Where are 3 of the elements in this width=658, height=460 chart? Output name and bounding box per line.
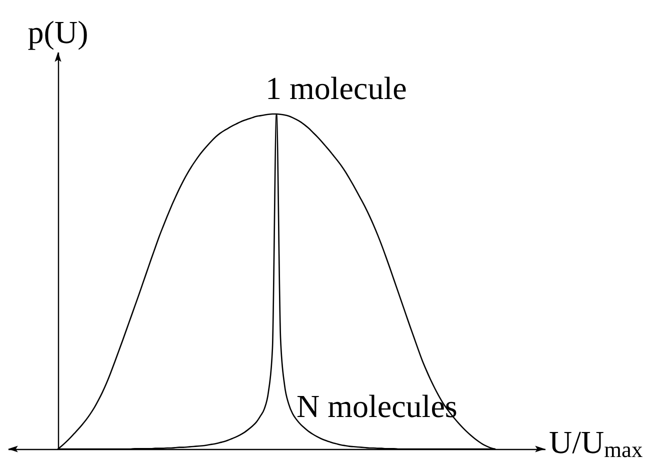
- x-axis-title: U/U$_{max}$: [549, 424, 643, 460]
- y-axis-title: p(U): [28, 14, 88, 50]
- series-label: 1 molecule: [266, 70, 407, 106]
